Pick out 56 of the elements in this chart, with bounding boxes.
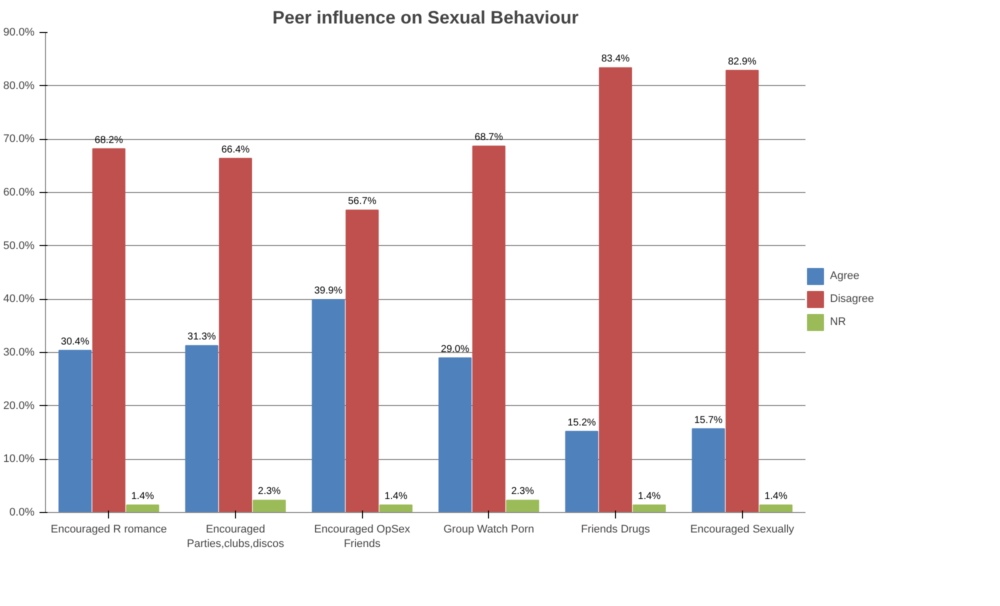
bar — [506, 500, 540, 512]
x-tick-label: Encouraged OpSex Friends — [314, 524, 411, 550]
data-label: 1.4% — [638, 491, 661, 502]
bar — [438, 357, 472, 512]
bar — [312, 299, 345, 512]
data-label: 15.2% — [568, 417, 596, 428]
bar — [379, 504, 412, 512]
data-label: 2.3% — [511, 486, 534, 498]
x-tick-label: Friends Drugs — [580, 524, 651, 536]
bar — [126, 504, 160, 512]
bar — [92, 148, 126, 512]
data-label: 1.4% — [384, 491, 408, 502]
y-tick-label: 60.0% — [3, 186, 35, 198]
chart-title: Peer influence on Sexual Behaviour — [272, 8, 579, 28]
bar — [598, 67, 632, 512]
bar — [218, 158, 252, 512]
bar — [692, 428, 725, 512]
y-tick-label: 40.0% — [3, 293, 35, 306]
data-label: 39.9% — [314, 286, 343, 297]
data-label: 56.7% — [348, 196, 376, 208]
x-tick-label: Encouraged Sexually — [690, 524, 795, 536]
bar — [632, 504, 666, 512]
y-tick-label: 50.0% — [3, 240, 35, 252]
y-tick-label: 90.0% — [3, 26, 35, 38]
bar — [472, 146, 506, 512]
y-tick-label: 0.0% — [9, 506, 35, 518]
x-tick-label: Group Watch Porn — [443, 524, 534, 536]
data-label: 68.2% — [94, 134, 124, 146]
bar — [759, 504, 792, 512]
x-tick-label: Encouraged Parties,clubs,discos — [186, 524, 285, 550]
legend-label: NR — [830, 316, 847, 328]
legend-label: Disagree — [830, 293, 874, 305]
x-tick-label: Encouraged R romance — [50, 524, 167, 536]
y-tick-label: 80.0% — [3, 80, 35, 92]
y-tick-label: 30.0% — [3, 346, 35, 358]
data-label: 29.0% — [440, 344, 470, 355]
data-label: 68.7% — [474, 132, 504, 144]
y-tick-label: 20.0% — [3, 400, 35, 412]
bar — [58, 350, 92, 512]
bar — [252, 500, 286, 512]
bar — [185, 345, 218, 512]
legend-label: Agree — [830, 270, 860, 282]
bar — [726, 70, 759, 512]
data-label: 66.4% — [221, 144, 250, 156]
data-label: 1.4% — [131, 491, 154, 502]
data-label: 83.4% — [601, 54, 630, 65]
data-label: 1.4% — [764, 491, 788, 502]
y-tick-label: 10.0% — [3, 453, 35, 466]
y-tick-label: 70.0% — [3, 133, 35, 146]
data-label: 2.3% — [258, 486, 281, 498]
data-label: 15.7% — [694, 414, 723, 426]
data-label: 30.4% — [60, 336, 90, 348]
data-label: 31.3% — [188, 332, 216, 343]
bar — [346, 210, 379, 512]
data-label: 82.9% — [728, 56, 756, 68]
bar — [565, 430, 598, 512]
